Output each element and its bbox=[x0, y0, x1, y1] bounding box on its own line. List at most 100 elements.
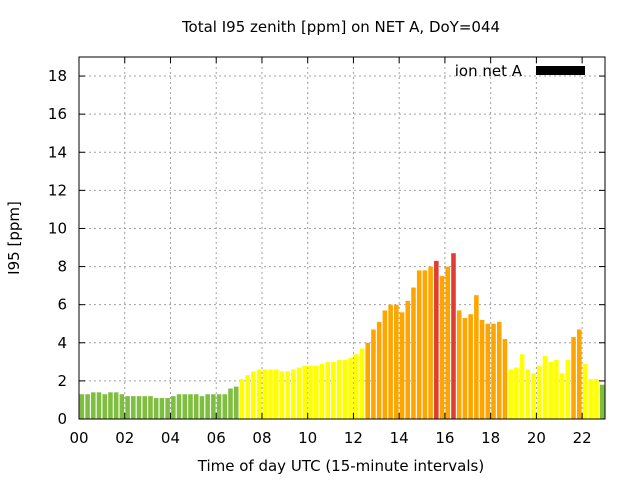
bar bbox=[554, 359, 559, 419]
bar bbox=[251, 371, 256, 419]
bar bbox=[382, 310, 388, 419]
bar bbox=[142, 396, 148, 419]
bar bbox=[171, 396, 176, 419]
x-tick-label: 00 bbox=[69, 429, 88, 447]
y-tick-label: 4 bbox=[57, 334, 67, 352]
bar bbox=[456, 310, 462, 419]
bar bbox=[388, 304, 393, 419]
bar bbox=[273, 369, 279, 419]
bar bbox=[193, 394, 199, 419]
bar bbox=[102, 394, 108, 419]
bar bbox=[565, 359, 571, 419]
bar bbox=[439, 276, 445, 419]
bar bbox=[462, 318, 468, 419]
x-tick-label: 02 bbox=[115, 429, 134, 447]
bar bbox=[428, 266, 433, 419]
bar bbox=[79, 394, 85, 419]
bar bbox=[119, 394, 125, 419]
bar bbox=[222, 394, 228, 419]
bar bbox=[148, 396, 153, 419]
bar bbox=[479, 319, 485, 419]
bar bbox=[394, 304, 399, 419]
bar bbox=[434, 260, 439, 419]
x-tick-label: 12 bbox=[344, 429, 363, 447]
bar bbox=[91, 392, 96, 419]
bar bbox=[536, 365, 542, 419]
bar bbox=[233, 386, 239, 419]
x-tick-label: 20 bbox=[527, 429, 546, 447]
bar bbox=[285, 371, 290, 419]
bar bbox=[96, 392, 102, 419]
x-tick-label: 08 bbox=[252, 429, 271, 447]
bar bbox=[365, 342, 371, 419]
bar bbox=[256, 369, 262, 419]
y-tick-label: 2 bbox=[57, 372, 67, 390]
bar bbox=[228, 388, 233, 419]
bar bbox=[165, 398, 170, 419]
grid-lines bbox=[79, 57, 605, 419]
bar bbox=[496, 321, 502, 419]
bar bbox=[599, 384, 605, 419]
bar bbox=[302, 365, 308, 419]
bar bbox=[451, 253, 456, 419]
bar bbox=[422, 270, 428, 419]
bar bbox=[296, 367, 302, 419]
bar bbox=[159, 398, 165, 419]
bar bbox=[376, 321, 382, 419]
bar bbox=[342, 359, 348, 419]
x-tick-label: 16 bbox=[435, 429, 454, 447]
y-tick-label: 0 bbox=[57, 410, 67, 428]
bar bbox=[245, 375, 250, 419]
bar bbox=[319, 363, 325, 419]
bar bbox=[279, 371, 285, 419]
bar bbox=[576, 329, 582, 419]
x-tick-label: 04 bbox=[161, 429, 180, 447]
legend-swatch bbox=[536, 66, 585, 75]
bar bbox=[571, 337, 576, 419]
bar bbox=[308, 365, 313, 419]
bar bbox=[268, 369, 273, 419]
y-tick-label: 8 bbox=[57, 258, 67, 276]
bar bbox=[262, 369, 268, 419]
bar bbox=[445, 266, 451, 419]
bar bbox=[531, 373, 536, 419]
bar bbox=[182, 394, 188, 419]
bar bbox=[582, 363, 588, 419]
bar bbox=[313, 365, 319, 419]
bar bbox=[113, 392, 119, 419]
bar bbox=[474, 295, 479, 419]
bar bbox=[331, 361, 336, 419]
bar bbox=[491, 323, 496, 419]
x-tick-label: 22 bbox=[573, 429, 592, 447]
bar bbox=[239, 378, 245, 419]
legend-label: ion net A bbox=[455, 62, 523, 80]
bar bbox=[216, 394, 222, 419]
x-tick-label: 18 bbox=[481, 429, 500, 447]
y-tick-label: 18 bbox=[48, 67, 67, 85]
bar bbox=[359, 348, 365, 419]
x-tick-label: 10 bbox=[298, 429, 317, 447]
y-tick-label: 10 bbox=[48, 219, 67, 237]
bar bbox=[548, 361, 553, 419]
bar bbox=[131, 396, 136, 419]
bar bbox=[371, 329, 376, 419]
bar bbox=[416, 270, 422, 419]
y-axis-label: I95 [ppm] bbox=[5, 201, 23, 275]
bar bbox=[211, 394, 216, 419]
plot-frame bbox=[78, 56, 606, 420]
bar bbox=[125, 396, 130, 419]
bar bbox=[354, 354, 359, 419]
bar bbox=[411, 287, 416, 419]
bar bbox=[514, 367, 519, 419]
bar bbox=[468, 314, 473, 419]
bar bbox=[199, 396, 205, 419]
bar bbox=[399, 312, 405, 419]
bar bbox=[542, 356, 548, 419]
bar bbox=[502, 338, 508, 419]
x-tick-label: 06 bbox=[207, 429, 226, 447]
x-axis-label: Time of day UTC (15-minute intervals) bbox=[197, 457, 484, 475]
bar bbox=[176, 394, 182, 419]
